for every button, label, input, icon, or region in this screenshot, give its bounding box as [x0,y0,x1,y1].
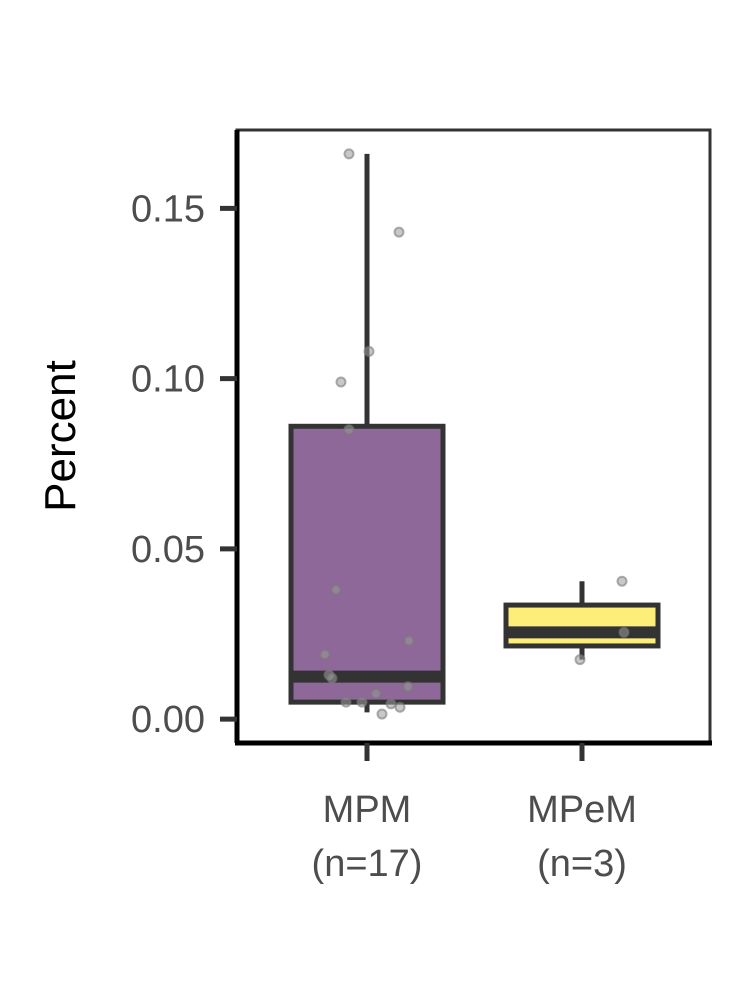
x-tick-label-count: (n=3) [537,843,627,885]
mpm-data-point [343,148,355,160]
mpm-data-point [326,672,338,684]
y-tick-label: 0.15 [131,188,205,230]
mpm-data-point [356,696,368,708]
mpm-data-point [335,376,347,388]
y-axis-title: Percent [36,360,85,512]
mpm-data-point [330,584,342,596]
mpm-data-point [363,345,375,357]
mpm-data-point [402,681,414,693]
mpem-box [503,602,661,649]
mpm-data-point [403,635,415,647]
y-tick-label: 0.10 [131,359,205,401]
mpm-data-point [343,424,355,436]
mpm-data-point [319,648,331,660]
mpm-data-point [376,708,388,720]
mpem-data-point [574,654,586,666]
y-tick-label: 0.05 [131,529,205,571]
mpem-data-point [618,626,630,638]
x-tick-label-count: (n=17) [312,843,423,885]
mpem-data-point [616,575,628,587]
mpm-data-point [370,688,382,700]
y-tick-label: 0.00 [131,699,205,741]
mpm-data-point [393,226,405,238]
x-tick-label: MPM [323,789,412,831]
x-tick-label: MPeM [527,789,637,831]
mpm-data-point [340,696,352,708]
mpm-data-point [385,698,397,710]
mpm-box [288,423,446,705]
mpm-data-point [394,701,406,713]
